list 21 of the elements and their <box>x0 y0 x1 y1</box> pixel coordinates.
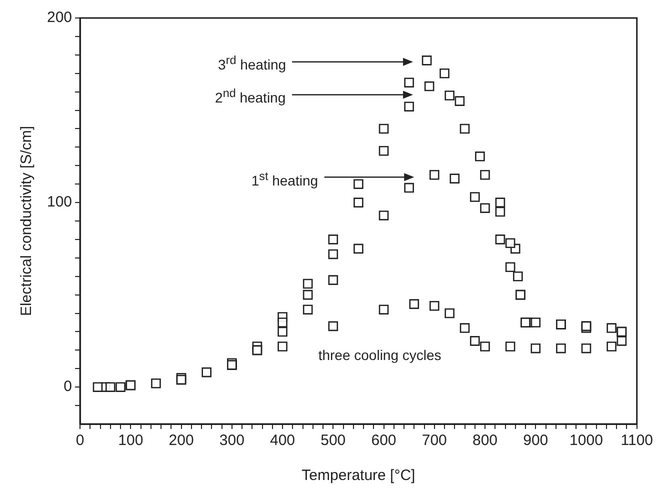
x-axis-title: Temperature [°C] <box>302 467 416 484</box>
annotation: three cooling cycles <box>318 346 442 363</box>
y-tick-label: 0 <box>64 378 72 396</box>
x-tick-label: 800 <box>472 432 498 450</box>
annotation: 1$^{st}$ heating <box>251 170 318 188</box>
x-tick-label: 400 <box>270 432 296 450</box>
x-tick-label: 200 <box>168 432 194 450</box>
y-axis-title: Electrical conductivity [S/cm] <box>18 126 36 316</box>
x-tick-label: 300 <box>219 432 244 450</box>
y-tick-label: 100 <box>46 194 72 211</box>
x-tick-label: 900 <box>523 432 548 450</box>
x-tick-label: 1100 <box>620 432 654 450</box>
x-tick-label: 1000 <box>570 432 603 450</box>
x-tick-label: 0 <box>76 432 84 450</box>
x-tick-label: 500 <box>320 432 346 450</box>
x-tick-label: 700 <box>422 432 447 450</box>
x-tick-label: 600 <box>371 432 396 450</box>
x-tick-label: 100 <box>118 432 144 450</box>
annotation: 3$^{rd}$ heating <box>218 54 286 73</box>
annotation: 2$^{nd}$ heating <box>215 87 286 106</box>
y-tick-label: 200 <box>46 9 72 26</box>
